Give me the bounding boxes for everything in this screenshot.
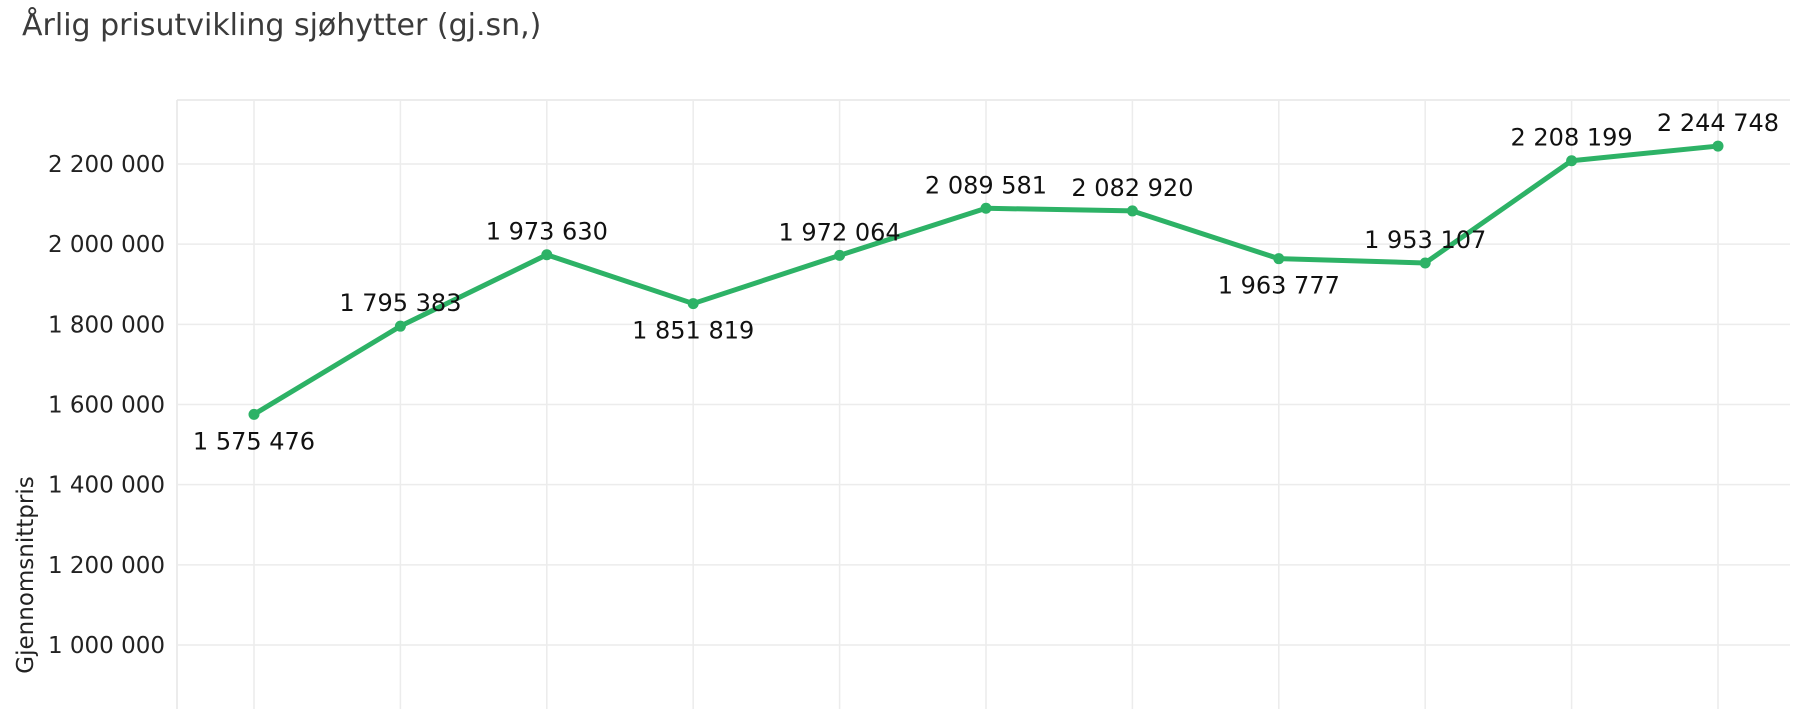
- y-tick-label: 1 600 000: [48, 393, 165, 419]
- y-axis-label: Gjennomsnittpris: [13, 476, 39, 673]
- y-tick-label: 1 200 000: [48, 553, 165, 579]
- data-label: 2 089 581: [925, 171, 1047, 199]
- y-tick-label: 1 800 000: [48, 312, 165, 338]
- data-points: [248, 140, 1724, 420]
- data-label: 1 963 777: [1218, 272, 1340, 300]
- data-labels: 1 575 476 1 795 383 1 973 630 1 851 819 1 97…: [193, 109, 1779, 455]
- y-axis-ticks: 1 000 000 1 200 000 1 400 000 1 600 000 1 80…: [48, 152, 165, 659]
- data-point: [834, 249, 846, 261]
- data-label: 1 851 819: [632, 317, 754, 345]
- data-label: 1 795 383: [339, 289, 461, 317]
- data-point: [541, 249, 553, 261]
- data-point: [248, 408, 260, 420]
- data-label: 2 208 199: [1511, 124, 1633, 152]
- y-tick-label: 1 000 000: [48, 633, 165, 659]
- data-label: 1 953 107: [1364, 226, 1486, 254]
- grid-lines: [176, 99, 1790, 709]
- data-point: [1273, 253, 1285, 265]
- data-label: 1 972 064: [779, 218, 901, 246]
- data-point: [1419, 257, 1431, 269]
- y-tick-label: 2 200 000: [48, 152, 165, 178]
- data-label: 1 575 476: [193, 427, 315, 455]
- data-point: [394, 320, 406, 332]
- data-point: [687, 298, 699, 310]
- data-point: [1712, 140, 1724, 152]
- y-tick-label: 2 000 000: [48, 232, 165, 258]
- y-tick-label: 1 400 000: [48, 473, 165, 499]
- data-point: [1126, 205, 1138, 217]
- data-label: 2 082 920: [1071, 174, 1193, 202]
- data-label: 1 973 630: [486, 218, 608, 246]
- chart-title: Årlig prisutvikling sjøhytter (gj.sn,): [22, 8, 542, 43]
- data-point: [980, 202, 992, 214]
- data-label: 2 244 748: [1657, 109, 1779, 137]
- data-point: [1566, 155, 1578, 167]
